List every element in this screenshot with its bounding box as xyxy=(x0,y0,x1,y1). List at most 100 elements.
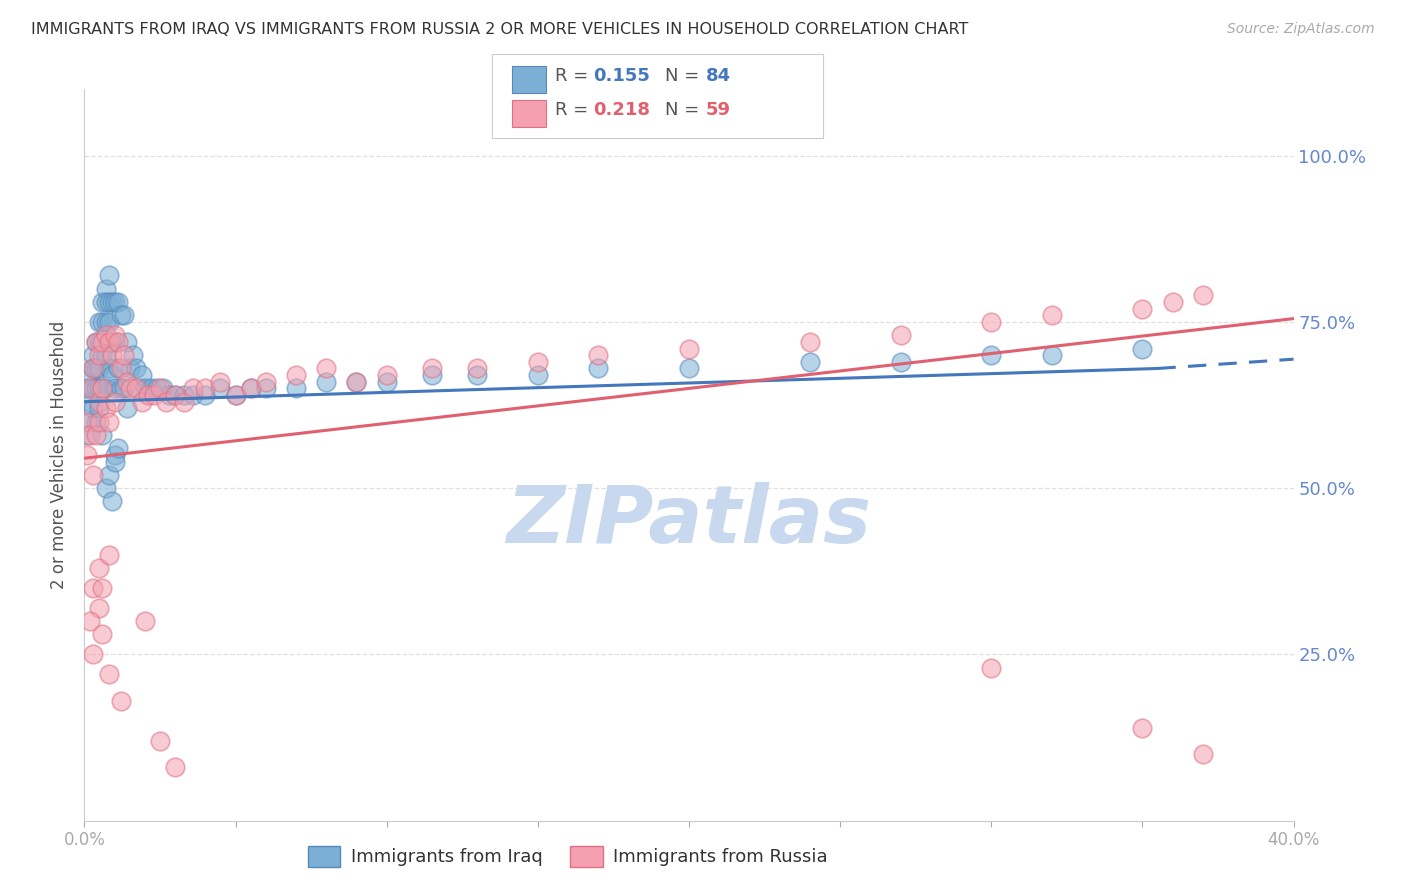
Point xyxy=(91,381,114,395)
Point xyxy=(97,268,120,283)
Point xyxy=(346,375,368,389)
Point xyxy=(97,315,120,329)
Point xyxy=(86,334,108,349)
Point xyxy=(89,361,111,376)
Point xyxy=(1192,747,1215,761)
Point xyxy=(82,401,104,416)
Point xyxy=(254,375,277,389)
Point xyxy=(110,361,132,376)
Point xyxy=(115,375,138,389)
Point xyxy=(89,561,111,575)
Point xyxy=(181,381,204,395)
Point xyxy=(97,415,120,429)
Point xyxy=(79,368,101,383)
Point xyxy=(209,381,232,395)
Point xyxy=(110,381,132,395)
Point xyxy=(346,375,368,389)
Point xyxy=(94,282,117,296)
Point xyxy=(94,295,117,310)
Point xyxy=(89,381,111,395)
Point xyxy=(131,394,153,409)
Point xyxy=(527,355,550,369)
Point xyxy=(1192,288,1215,302)
Point xyxy=(173,388,195,402)
Point xyxy=(104,394,127,409)
Point xyxy=(1161,295,1184,310)
Point xyxy=(91,348,114,362)
Text: R =: R = xyxy=(555,101,595,119)
Point xyxy=(467,368,489,383)
Point xyxy=(125,381,148,395)
Point xyxy=(134,381,156,395)
Point xyxy=(128,381,150,395)
Point xyxy=(285,368,308,383)
Point xyxy=(149,734,172,748)
Point xyxy=(97,467,120,482)
Point xyxy=(91,315,114,329)
Point xyxy=(100,348,122,362)
Point xyxy=(165,760,187,774)
Point xyxy=(420,368,443,383)
Point xyxy=(165,388,187,402)
Point xyxy=(97,667,120,681)
Point xyxy=(131,368,153,383)
Point xyxy=(89,394,111,409)
Point xyxy=(254,381,277,395)
Point xyxy=(799,355,821,369)
Point xyxy=(94,381,117,395)
Point xyxy=(97,361,120,376)
Point xyxy=(125,361,148,376)
Point xyxy=(285,381,308,395)
Point xyxy=(97,548,120,562)
Point xyxy=(1040,348,1063,362)
Point xyxy=(94,401,117,416)
Point xyxy=(239,381,262,395)
Point xyxy=(181,388,204,402)
Point xyxy=(315,375,337,389)
Point xyxy=(678,361,700,376)
Point xyxy=(209,375,232,389)
Point xyxy=(91,428,114,442)
Point xyxy=(100,334,122,349)
Point xyxy=(121,348,143,362)
Point xyxy=(890,355,912,369)
Point xyxy=(91,627,114,641)
Point xyxy=(86,428,108,442)
Point xyxy=(112,381,135,395)
Point xyxy=(980,661,1002,675)
Point xyxy=(82,381,104,395)
Point xyxy=(76,415,98,429)
Point xyxy=(225,388,247,402)
Point xyxy=(1130,342,1153,356)
Point xyxy=(1130,721,1153,735)
Point xyxy=(86,381,108,395)
Point xyxy=(79,394,101,409)
Point xyxy=(678,342,700,356)
Point xyxy=(89,600,111,615)
Point xyxy=(89,334,111,349)
Point xyxy=(136,388,159,402)
Point xyxy=(89,315,111,329)
Point xyxy=(375,375,398,389)
Point xyxy=(112,348,135,362)
Point xyxy=(104,381,127,395)
Y-axis label: 2 or more Vehicles in Household: 2 or more Vehicles in Household xyxy=(51,321,69,589)
Text: ZIPatlas: ZIPatlas xyxy=(506,482,872,560)
Point xyxy=(467,361,489,376)
Point xyxy=(980,315,1002,329)
Point xyxy=(110,308,132,322)
Point xyxy=(76,428,98,442)
Point xyxy=(100,295,122,310)
Point xyxy=(79,614,101,628)
Point xyxy=(375,368,398,383)
Point xyxy=(104,454,127,468)
Point xyxy=(157,388,180,402)
Point xyxy=(799,334,821,349)
Text: IMMIGRANTS FROM IRAQ VS IMMIGRANTS FROM RUSSIA 2 OR MORE VEHICLES IN HOUSEHOLD C: IMMIGRANTS FROM IRAQ VS IMMIGRANTS FROM … xyxy=(31,22,969,37)
Point xyxy=(1130,301,1153,316)
Text: R =: R = xyxy=(555,67,595,85)
Point xyxy=(104,295,127,310)
Point xyxy=(97,295,120,310)
Point xyxy=(76,448,98,462)
Point xyxy=(1040,308,1063,322)
